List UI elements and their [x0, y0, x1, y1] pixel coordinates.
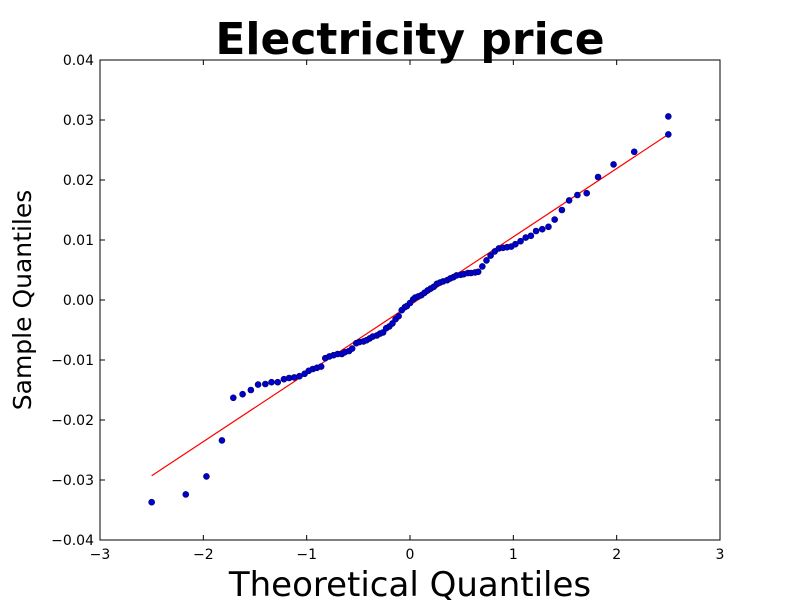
data-point [148, 498, 155, 506]
data-point [247, 386, 255, 394]
data-point [230, 394, 237, 402]
data-point [527, 232, 535, 240]
y-tick-label: −0.04 [51, 533, 94, 549]
data-point [551, 216, 558, 223]
data-point [317, 363, 325, 370]
y-tick-label: 0.04 [63, 53, 94, 69]
data-point [630, 148, 638, 156]
data-point [558, 206, 566, 214]
data-point [239, 390, 246, 398]
y-tick-label: 0.00 [63, 293, 94, 309]
x-tick-label: −2 [193, 547, 214, 563]
plot-area: −3 −2 −1 0 1 2 3 −0.04 −0.03 −0.02 −0.01 0.00 0.01 0.… [51, 53, 724, 563]
data-point [182, 491, 190, 498]
data-point [483, 257, 490, 264]
x-tick-label: 2 [612, 547, 621, 563]
data-point [254, 381, 262, 388]
x-tick-label: 1 [509, 547, 518, 563]
data-point [538, 225, 546, 233]
x-tick-label: 3 [716, 547, 725, 563]
y-tick-label: 0.01 [63, 233, 94, 249]
chart-title: Electricity price [215, 14, 604, 65]
y-tick-label: −0.02 [51, 413, 94, 429]
data-point [274, 378, 282, 386]
data-point [565, 197, 573, 204]
x-axis-label: Theoretical Quantiles [228, 565, 591, 600]
data-point [487, 252, 494, 259]
data-point [218, 437, 226, 444]
y-tick-label: −0.01 [51, 353, 94, 369]
y-axis-label: Sample Quantiles [8, 190, 37, 410]
data-point [594, 173, 602, 181]
data-point [395, 312, 402, 320]
y-tick-label: 0.02 [63, 173, 94, 189]
x-tick-label: −3 [90, 547, 111, 563]
data-point [474, 268, 482, 276]
x-tick-label: 0 [406, 547, 415, 563]
data-point [665, 113, 672, 120]
x-tick-label: −1 [296, 547, 317, 563]
data-point [545, 223, 552, 231]
y-tick-label: 0.03 [63, 113, 94, 129]
data-point [610, 161, 617, 168]
data-point [512, 240, 519, 248]
data-point [517, 237, 524, 245]
data-point [268, 378, 275, 386]
y-tick-label: −0.03 [51, 473, 94, 489]
data-point [479, 263, 486, 270]
data-point [665, 131, 672, 138]
data-point [262, 380, 269, 388]
data-point [532, 227, 540, 235]
data-point [348, 345, 356, 352]
data-point [583, 189, 591, 197]
data-point [203, 473, 210, 480]
data-point [574, 191, 581, 199]
